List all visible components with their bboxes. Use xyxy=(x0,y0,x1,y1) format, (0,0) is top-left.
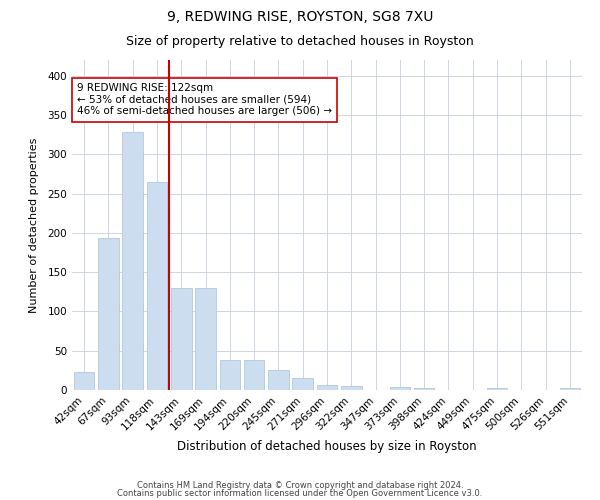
X-axis label: Distribution of detached houses by size in Royston: Distribution of detached houses by size … xyxy=(177,440,477,453)
Bar xyxy=(292,378,313,390)
Text: Size of property relative to detached houses in Royston: Size of property relative to detached ho… xyxy=(126,35,474,48)
Bar xyxy=(341,386,362,390)
Y-axis label: Number of detached properties: Number of detached properties xyxy=(29,138,39,312)
Bar xyxy=(98,238,119,390)
Bar xyxy=(317,384,337,390)
Bar xyxy=(122,132,143,390)
Text: 9 REDWING RISE: 122sqm
← 53% of detached houses are smaller (594)
46% of semi-de: 9 REDWING RISE: 122sqm ← 53% of detached… xyxy=(77,83,332,116)
Bar xyxy=(244,360,265,390)
Bar xyxy=(414,388,434,390)
Bar xyxy=(74,372,94,390)
Bar xyxy=(171,288,191,390)
Bar xyxy=(195,288,216,390)
Bar xyxy=(560,388,580,390)
Bar xyxy=(389,387,410,390)
Bar xyxy=(268,370,289,390)
Text: 9, REDWING RISE, ROYSTON, SG8 7XU: 9, REDWING RISE, ROYSTON, SG8 7XU xyxy=(167,10,433,24)
Bar xyxy=(220,360,240,390)
Text: Contains HM Land Registry data © Crown copyright and database right 2024.: Contains HM Land Registry data © Crown c… xyxy=(137,481,463,490)
Bar xyxy=(146,182,167,390)
Bar xyxy=(487,388,508,390)
Text: Contains public sector information licensed under the Open Government Licence v3: Contains public sector information licen… xyxy=(118,488,482,498)
